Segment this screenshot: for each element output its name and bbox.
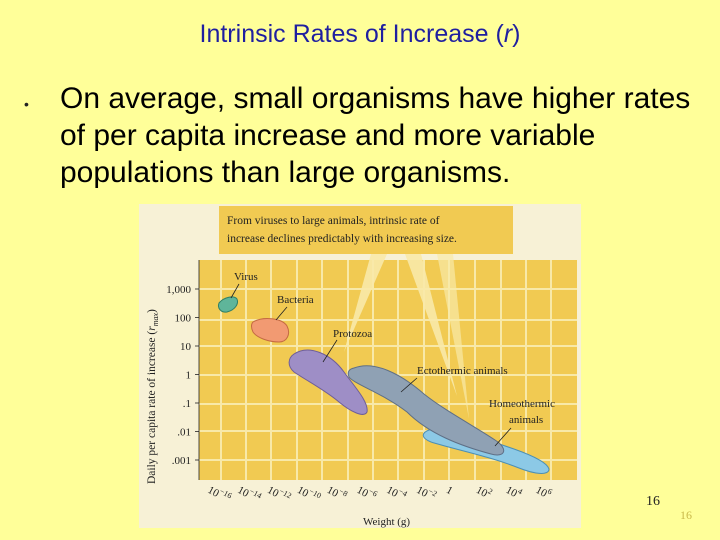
callout-box [219, 206, 513, 254]
x-tick-label: 10−16 [206, 481, 234, 505]
label-homeotherm-1: Homeothermic [489, 398, 555, 410]
x-tick-label: 10−12 [265, 481, 293, 505]
rmax-figure: From viruses to large animals, intrinsic… [139, 204, 581, 528]
x-tick-label: 104 [504, 481, 524, 501]
slide-title: Intrinsic Rates of Increase (r) [199, 20, 521, 48]
leader-homeotherm [494, 427, 512, 447]
leader-bacteria [275, 306, 288, 321]
y-tick-label: .1 [183, 398, 191, 410]
label-bacteria: Bacteria [277, 294, 314, 306]
x-tick-label: 10−14 [235, 481, 263, 505]
slide-number: 16 [646, 494, 660, 509]
y-tick-label: .01 [177, 427, 191, 439]
label-homeotherm-2: animals [509, 414, 543, 426]
group-blob-bacteria [251, 318, 290, 343]
y-tick-labels: 1,000 100 10 1 .1 .01 .001 [166, 284, 199, 467]
group-blob-ectotherm [347, 365, 505, 456]
x-tick-label: 10−2 [414, 481, 438, 503]
bullet-marker: • [24, 96, 29, 112]
x-tick-label: 10−8 [325, 481, 349, 503]
y-tick-label: 10 [180, 341, 192, 353]
label-ectotherm: Ectothermic animals [417, 365, 508, 377]
rmax-chart: From viruses to large animals, intrinsic… [146, 206, 577, 528]
group-blob-protozoa [288, 349, 368, 415]
slide-number-ghost: 16 [680, 508, 692, 522]
callout-line-1: From viruses to large animals, intrinsic… [227, 215, 440, 227]
callout-pointer-ectotherm [405, 254, 457, 396]
plot-area [199, 260, 577, 480]
x-tick-label: 1 [444, 484, 454, 497]
group-blob-virus [218, 296, 238, 313]
x-tick-label: 10−10 [295, 481, 323, 505]
y-tick-label: 100 [175, 313, 192, 325]
x-tick-label: 102 [474, 481, 494, 501]
x-tick-labels: 10−16 10−14 10−12 10−10 10−8 10−6 10−4 10−2 1 102… [206, 481, 554, 505]
label-virus: Virus [234, 271, 258, 283]
leader-virus [230, 283, 240, 299]
x-tick-label: 106 [534, 481, 554, 501]
leader-ectotherm [400, 377, 418, 393]
bullet-text: On average, small organisms have higher … [60, 82, 691, 189]
x-tick-label: 10−4 [385, 481, 409, 503]
y-tick-label: 1,000 [166, 284, 191, 296]
callout-pointer-homeotherm [437, 254, 469, 419]
x-tick-label: 10−6 [355, 481, 379, 503]
callout-pointer-protozoa [344, 254, 387, 352]
label-protozoa: Protozoa [333, 328, 372, 340]
leader-protozoa [322, 339, 338, 363]
y-tick-label: .001 [172, 455, 191, 467]
y-tick-label: 1 [186, 370, 192, 382]
y-axis-label: Daily per capita rate of increase (rmax) [146, 309, 160, 484]
callout-line-2: increase declines predictably with incre… [227, 233, 457, 245]
x-axis-label: Weight (g) [363, 516, 410, 528]
